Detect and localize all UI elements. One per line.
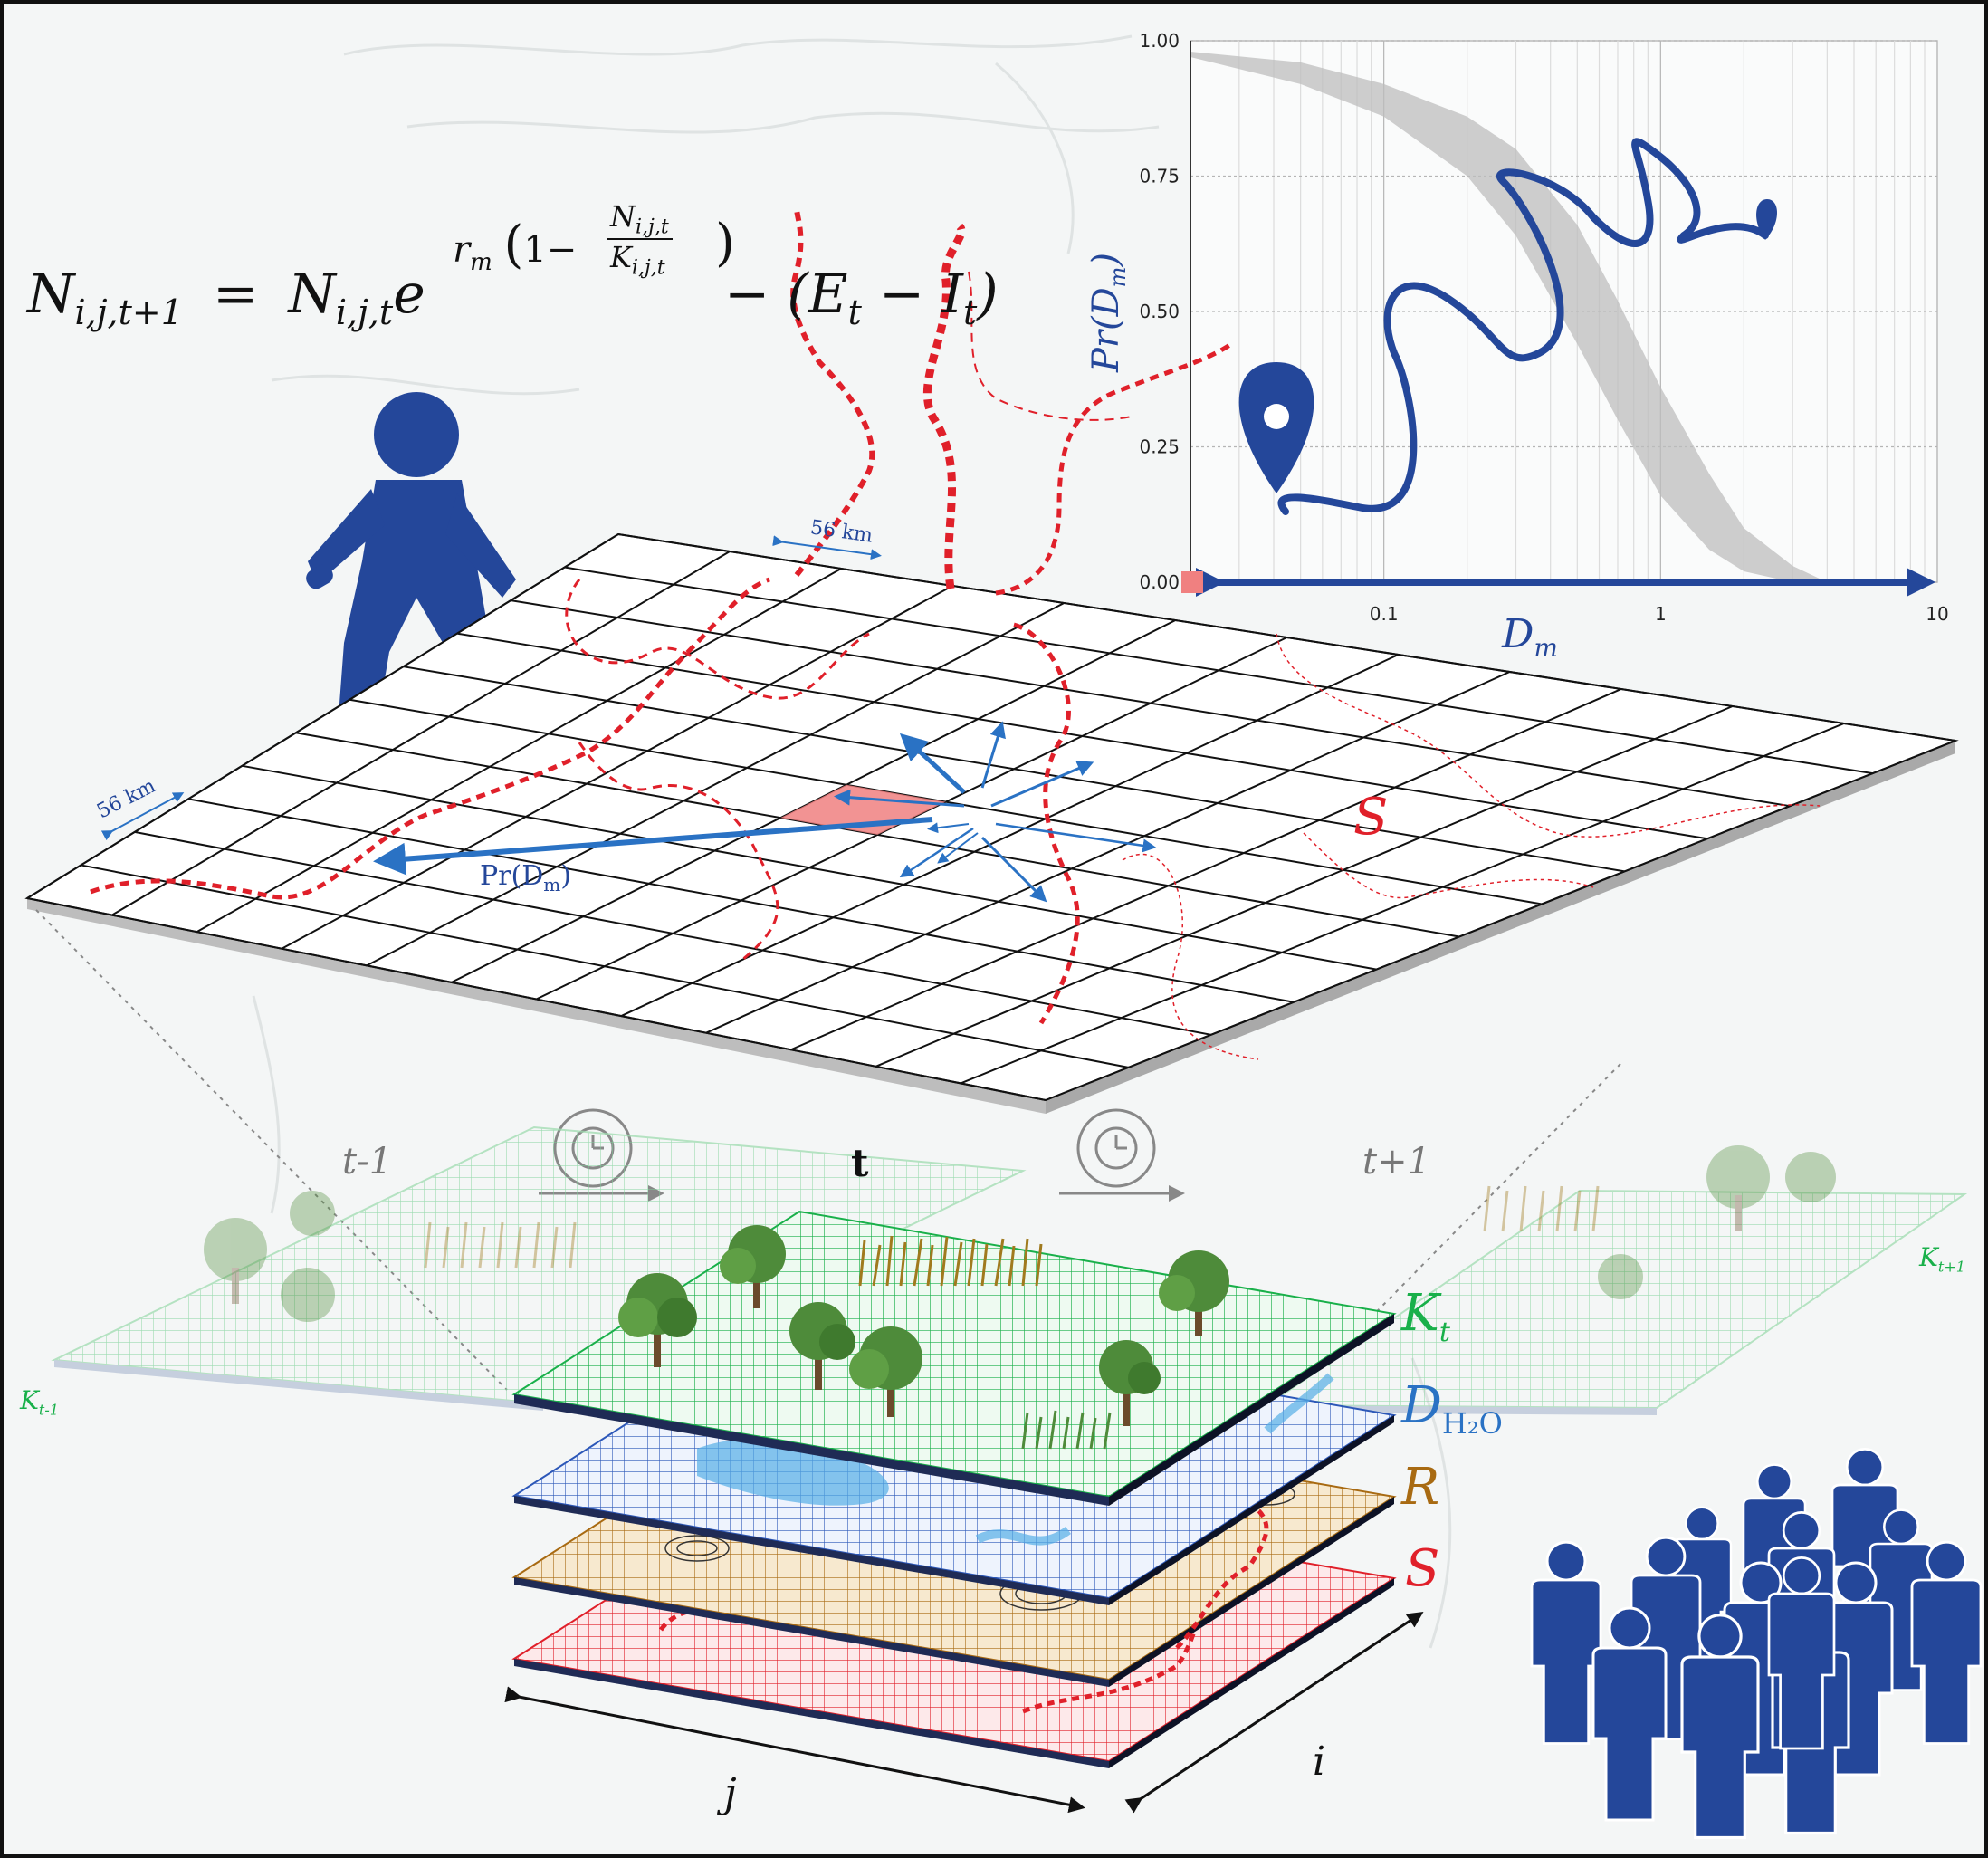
location-pin-hole xyxy=(1264,404,1289,429)
time-label-t-plus-1: t+1 xyxy=(1362,1141,1431,1183)
tree-icon xyxy=(1159,1250,1229,1336)
grid-line xyxy=(790,688,1622,1051)
grid-line xyxy=(875,705,1734,1068)
location-pin-icon xyxy=(1756,199,1777,240)
grid-line xyxy=(705,671,1511,1034)
time-label-t: t xyxy=(851,1141,869,1185)
grid-line xyxy=(134,830,1211,1036)
grid-line xyxy=(960,723,1845,1085)
main-grid-plane xyxy=(24,207,1959,1114)
axis-label-j: j xyxy=(724,1770,737,1816)
chart-y-tick-label: 1.00 xyxy=(1139,30,1180,52)
background-map xyxy=(252,34,1452,1649)
tree-icon xyxy=(204,1145,1836,1322)
chart-x-tick-label: 0.1 xyxy=(1370,603,1399,625)
grid-line xyxy=(111,551,731,916)
grid-line xyxy=(196,568,842,934)
chart-y-tick-label: 0.75 xyxy=(1139,166,1180,187)
grid-line xyxy=(81,864,1129,1068)
person-icon xyxy=(1910,1540,1983,1745)
layer-label-d-h2o: DH₂O xyxy=(1401,1376,1503,1441)
layer-label-k-t: Kt xyxy=(1401,1284,1450,1349)
axis-arrows xyxy=(504,1612,1424,1814)
s-symbol-grid: S xyxy=(1353,788,1389,847)
grass-icon xyxy=(858,1235,1043,1287)
chart-probability-band xyxy=(1190,51,1828,582)
grass-icon xyxy=(424,1185,1600,1269)
grid-line xyxy=(26,897,1047,1101)
grid-line xyxy=(403,666,1625,873)
time-label-t-minus-1: t-1 xyxy=(342,1141,393,1183)
layer-label-r: R xyxy=(1401,1458,1440,1517)
tree-icon xyxy=(849,1326,922,1417)
grid-line xyxy=(366,602,1065,967)
tree-icon xyxy=(789,1302,855,1390)
axis-label-i: i xyxy=(1313,1738,1326,1785)
tree-icon xyxy=(1099,1340,1161,1426)
grid-line xyxy=(242,764,1377,971)
person-icon xyxy=(1767,1556,1836,1750)
grid-line xyxy=(1045,740,1956,1101)
grid-line xyxy=(281,585,953,950)
grid-line xyxy=(620,654,1400,1017)
grid-line xyxy=(564,566,1873,775)
focal-cell xyxy=(780,784,946,835)
s-paths-thin xyxy=(1122,633,1821,1060)
layer-label-k-t-plus-1: Kt+1 xyxy=(1919,1242,1965,1276)
chart-path-decoration xyxy=(1277,138,1769,515)
s-paths xyxy=(90,207,1233,1025)
chart-y-tick-label: 0.25 xyxy=(1139,436,1180,458)
time-cycle-icon xyxy=(1059,1108,1185,1202)
grid-line xyxy=(456,632,1708,840)
chart-y-tick-label: 0.00 xyxy=(1139,571,1180,593)
person-icon xyxy=(1591,1606,1668,1822)
grass-icon xyxy=(1021,1410,1112,1450)
grid-line xyxy=(451,619,1176,983)
layer-label-s: S xyxy=(1405,1539,1440,1598)
grid-line xyxy=(187,798,1295,1003)
grid-line xyxy=(617,533,1956,742)
tree-icon xyxy=(618,1273,697,1367)
crowd-icon xyxy=(1530,1448,1983,1840)
movement-arrows xyxy=(373,721,1157,903)
chart-x-tick-label: 10 xyxy=(1926,603,1948,625)
chart-x-axis-label: Dm xyxy=(1501,611,1558,663)
layer-k-t-minus-1 xyxy=(51,1125,1027,1411)
tree-icon xyxy=(720,1225,786,1308)
layer-label-k-t-minus-1: Kt-1 xyxy=(20,1385,59,1419)
chart-y-tick-label: 0.50 xyxy=(1139,301,1180,322)
chart-origin-marker xyxy=(1181,571,1203,593)
scale-arrows xyxy=(100,535,882,841)
dispersal-probability-label: Pr(Dm) xyxy=(480,860,571,895)
population-equation: Ni,j,t+1 = Ni,j,te rm (1− Ni,j,t Ki,j,t … xyxy=(27,199,999,332)
projection-lines xyxy=(35,909,1621,1391)
grid-line xyxy=(511,599,1791,808)
person-icon xyxy=(1680,1614,1760,1840)
person-icon xyxy=(1530,1540,1602,1745)
chart-x-tick-label: 1 xyxy=(1655,603,1667,625)
